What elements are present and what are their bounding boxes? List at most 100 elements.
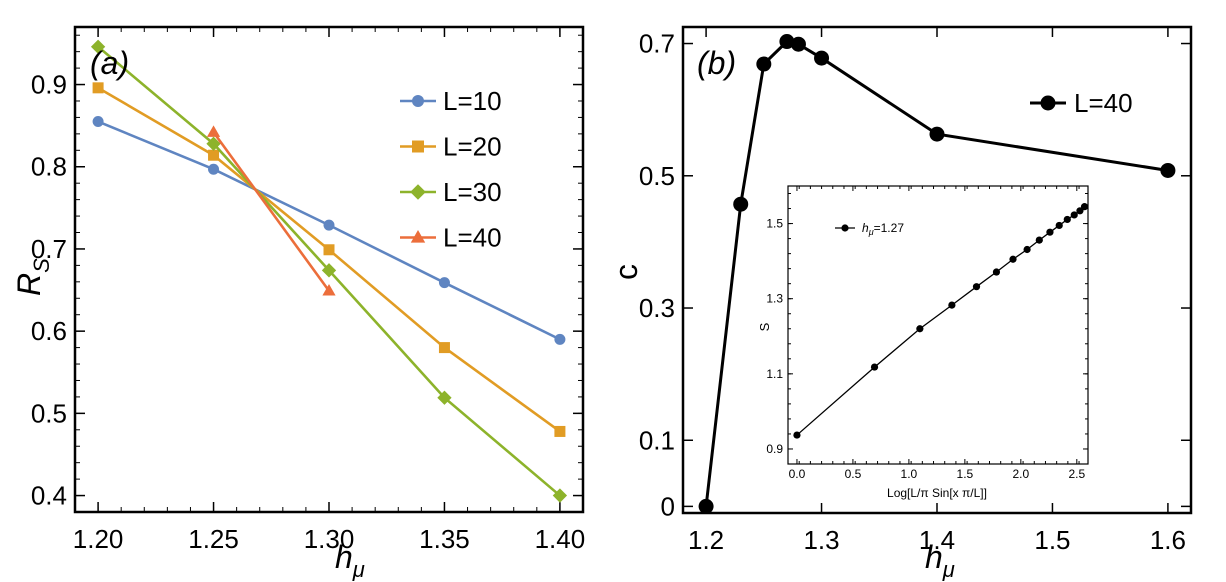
panel-b-legend: L=40 bbox=[1030, 88, 1133, 118]
panel-b-data-point bbox=[779, 34, 795, 50]
panel-b-data-point bbox=[698, 498, 714, 514]
panel-b-data-point bbox=[756, 56, 772, 72]
panel-a-data-point bbox=[92, 116, 104, 128]
y-tick-label: 1.5 bbox=[766, 217, 783, 231]
panel-b: 1.2 1.3 1.4 1.5 1.6 0 0.1 0.3 0.5 0.7 (b) L=40 hμ… bbox=[608, 25, 1193, 582]
panel-a: 1.20 1.25 1.30 1.35 1.40 0.4 0.5 0.6 0.7 0.8 0.9 (… bbox=[11, 25, 586, 582]
panel-a-data-point bbox=[206, 136, 221, 151]
x-tick-label: 2.0 bbox=[1012, 467, 1029, 481]
x-tick-label: 1.20 bbox=[73, 524, 124, 554]
panel-a-data-point bbox=[554, 333, 566, 345]
y-tick-label: 0.1 bbox=[639, 425, 675, 455]
x-tick-label: 1.30 bbox=[304, 524, 355, 554]
legend-marker bbox=[1040, 95, 1056, 111]
y-tick-label: 0.7 bbox=[639, 29, 675, 59]
legend-label: L=20 bbox=[443, 132, 502, 162]
panel-a-data-point bbox=[323, 244, 335, 256]
x-tick-label: 1.25 bbox=[188, 524, 239, 554]
inset-data-point bbox=[1023, 245, 1031, 254]
y-tick-label: 0.5 bbox=[639, 161, 675, 191]
panel-a-legend: L=10 L=20 L=30 L=40 bbox=[400, 86, 502, 253]
x-tick-label: 1.4 bbox=[919, 525, 955, 555]
panel-a-data-point bbox=[208, 149, 220, 161]
panel-b-xlabel: hμ bbox=[925, 539, 955, 582]
inset-ylabel: S bbox=[757, 322, 772, 331]
panel-a-label: (a) bbox=[90, 45, 129, 81]
panel-a-data-point bbox=[208, 163, 220, 175]
y-tick-label: 0.9 bbox=[31, 70, 67, 100]
y-tick-label: 0.5 bbox=[31, 398, 67, 428]
panel-b-data-point bbox=[1160, 162, 1176, 178]
panel-b-label: (b) bbox=[697, 45, 736, 81]
x-tick-label: 0.0 bbox=[789, 467, 806, 481]
panel-a-data-point bbox=[554, 425, 566, 437]
x-tick-label: 2.5 bbox=[1068, 467, 1085, 481]
inset-data-point bbox=[1046, 228, 1054, 236]
panel-b-data-point bbox=[814, 50, 830, 66]
x-tick-label: 1.35 bbox=[419, 524, 470, 554]
panel-a-series-line bbox=[212, 131, 331, 292]
y-tick-label: 0.9 bbox=[766, 442, 783, 456]
inset-data-point bbox=[1076, 207, 1084, 215]
inset-data-point bbox=[870, 363, 879, 371]
x-tick-label: 1.2 bbox=[688, 525, 724, 555]
panel-a-data-point bbox=[438, 277, 450, 289]
legend-label: L=40 bbox=[443, 223, 502, 253]
legend-label: L=10 bbox=[443, 86, 502, 116]
panel-a-data-point bbox=[321, 263, 337, 278]
inset-data-point bbox=[793, 431, 801, 439]
y-tick-label: 0.7 bbox=[31, 234, 67, 264]
legend-label: hμ=1.27 bbox=[862, 221, 904, 237]
inset-data-point bbox=[948, 301, 956, 309]
inset-data-point bbox=[992, 268, 1001, 276]
panel-b-ylabel: c bbox=[608, 264, 644, 280]
y-tick-label: 1.3 bbox=[766, 292, 783, 306]
x-tick-label: 0.5 bbox=[845, 467, 862, 481]
panel-a-data-point bbox=[438, 342, 450, 354]
y-tick-label: 0 bbox=[661, 491, 675, 521]
panel-a-data-point bbox=[92, 82, 104, 94]
panel-a-data-point bbox=[552, 488, 568, 503]
y-tick-label: 0.4 bbox=[31, 481, 67, 511]
inset-data-point bbox=[916, 325, 924, 333]
panel-a-data-point bbox=[206, 125, 221, 137]
y-tick-label: 1.1 bbox=[766, 367, 783, 381]
inset-data-point bbox=[1035, 236, 1043, 244]
x-tick-label: 1.40 bbox=[535, 524, 586, 554]
inset-chart: 0.0 0.5 1.0 1.5 2.0 2.5 0.9 1.1 1.3 1.5 hμ=1.27 L… bbox=[757, 185, 1089, 500]
x-tick-label: 1.6 bbox=[1150, 525, 1186, 555]
panel-a-data-point bbox=[323, 219, 335, 231]
x-tick-label: 1.5 bbox=[1034, 525, 1070, 555]
inset-data-point bbox=[1055, 221, 1063, 230]
inset-frame bbox=[787, 185, 1089, 465]
panel-b-data-point bbox=[790, 36, 806, 52]
panel-a-xlabel: hμ bbox=[335, 539, 365, 582]
inset-data-point bbox=[972, 283, 981, 291]
panel-a-data-point bbox=[437, 390, 452, 405]
panel-a-ylabel: RS bbox=[11, 258, 54, 296]
inset-xlabel: Log[L/π Sin[x π/L]] bbox=[887, 486, 987, 500]
legend-label: L=30 bbox=[443, 177, 502, 207]
x-tick-label: 1.5 bbox=[957, 467, 974, 481]
x-tick-label: 1.0 bbox=[901, 467, 918, 481]
legend-label: L=40 bbox=[1074, 88, 1133, 118]
y-tick-label: 0.8 bbox=[31, 152, 67, 182]
legend-marker bbox=[410, 184, 426, 200]
y-tick-label: 0.6 bbox=[31, 316, 67, 346]
y-tick-label: 0.3 bbox=[639, 293, 675, 323]
panel-b-data-point bbox=[929, 126, 945, 142]
inset-data-point bbox=[1070, 211, 1078, 219]
legend-marker bbox=[412, 95, 424, 107]
inset-data-point bbox=[1063, 215, 1071, 224]
x-tick-label: 1.3 bbox=[803, 525, 839, 555]
legend-marker bbox=[412, 140, 424, 153]
legend-marker bbox=[841, 224, 849, 232]
inset-legend: hμ=1.27 bbox=[835, 221, 904, 237]
inset-data-point bbox=[1080, 203, 1089, 211]
panel-a-data-point bbox=[90, 39, 106, 54]
panel-b-data-point bbox=[733, 196, 749, 212]
inset-data-point bbox=[1009, 255, 1017, 263]
panel-a-data-point bbox=[322, 283, 336, 296]
legend-marker bbox=[410, 230, 426, 243]
